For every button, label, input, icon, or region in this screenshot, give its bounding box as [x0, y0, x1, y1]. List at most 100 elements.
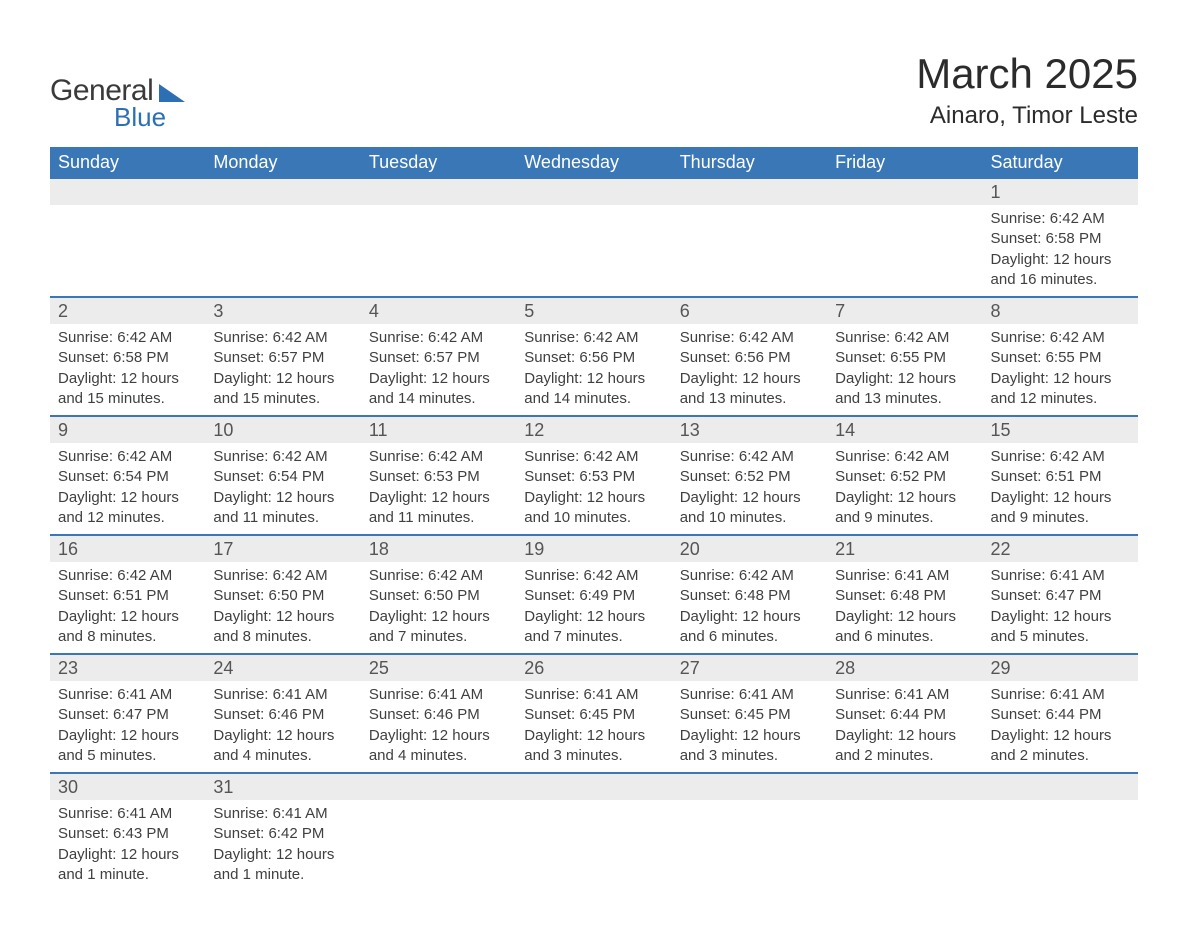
- sunset-label: Sunset:: [369, 349, 420, 366]
- day-detail-cell: Sunrise: 6:42 AMSunset: 6:58 PMDaylight:…: [983, 205, 1138, 297]
- day-number: 12: [524, 420, 544, 440]
- day-number-cell: 6: [672, 297, 827, 324]
- sunrise-line: Sunrise: 6:42 AM: [213, 328, 352, 348]
- daylight-label: Daylight:: [680, 489, 738, 506]
- sunset-label: Sunset:: [835, 468, 886, 485]
- day-detail-cell: Sunrise: 6:41 AMSunset: 6:47 PMDaylight:…: [50, 681, 205, 773]
- daylight-line: Daylight: 12 hours and 7 minutes.: [369, 607, 508, 648]
- sunset-value: 6:53 PM: [424, 468, 480, 485]
- day-detail-cell: Sunrise: 6:42 AMSunset: 6:50 PMDaylight:…: [205, 562, 360, 654]
- sunrise-label: Sunrise:: [991, 686, 1046, 703]
- daylight-line: Daylight: 12 hours and 6 minutes.: [835, 607, 974, 648]
- empty-cell: [361, 800, 516, 891]
- daylight-line: Daylight: 12 hours and 4 minutes.: [369, 726, 508, 767]
- sunset-label: Sunset:: [524, 349, 575, 366]
- sunset-value: 6:51 PM: [113, 587, 169, 604]
- sunrise-label: Sunrise:: [680, 448, 735, 465]
- daylight-label: Daylight:: [369, 608, 427, 625]
- daylight-label: Daylight:: [680, 608, 738, 625]
- sunset-line: Sunset: 6:43 PM: [58, 824, 197, 844]
- day-detail-cell: Sunrise: 6:42 AMSunset: 6:56 PMDaylight:…: [516, 324, 671, 416]
- day-detail-cell: Sunrise: 6:41 AMSunset: 6:45 PMDaylight:…: [516, 681, 671, 773]
- day-number-cell: 3: [205, 297, 360, 324]
- sunset-line: Sunset: 6:48 PM: [835, 586, 974, 606]
- weekday-header: Sunday: [50, 147, 205, 179]
- sunrise-label: Sunrise:: [369, 329, 424, 346]
- brand-logo: General Blue: [50, 74, 185, 133]
- sunrise-line: Sunrise: 6:41 AM: [213, 804, 352, 824]
- sunset-label: Sunset:: [680, 587, 731, 604]
- day-number-cell: 26: [516, 654, 671, 681]
- sunset-value: 6:53 PM: [579, 468, 635, 485]
- month-title: March 2025: [916, 50, 1138, 98]
- day-detail-cell: Sunrise: 6:42 AMSunset: 6:54 PMDaylight:…: [50, 443, 205, 535]
- sunset-line: Sunset: 6:58 PM: [58, 348, 197, 368]
- sunset-line: Sunset: 6:56 PM: [680, 348, 819, 368]
- day-number: 20: [680, 539, 700, 559]
- sunrise-value: 6:41 AM: [894, 567, 949, 584]
- sunset-line: Sunset: 6:52 PM: [835, 467, 974, 487]
- sunrise-line: Sunrise: 6:42 AM: [524, 328, 663, 348]
- sunrise-line: Sunrise: 6:42 AM: [213, 447, 352, 467]
- day-detail-cell: Sunrise: 6:42 AMSunset: 6:55 PMDaylight:…: [983, 324, 1138, 416]
- sunrise-label: Sunrise:: [835, 567, 890, 584]
- sunrise-label: Sunrise:: [680, 329, 735, 346]
- daylight-line: Daylight: 12 hours and 8 minutes.: [58, 607, 197, 648]
- sunrise-value: 6:42 AM: [894, 448, 949, 465]
- sunrise-label: Sunrise:: [524, 567, 579, 584]
- sunset-line: Sunset: 6:46 PM: [369, 705, 508, 725]
- sunrise-label: Sunrise:: [213, 329, 268, 346]
- daylight-label: Daylight:: [369, 727, 427, 744]
- sunrise-line: Sunrise: 6:41 AM: [991, 566, 1130, 586]
- sunrise-label: Sunrise:: [58, 329, 113, 346]
- sunset-label: Sunset:: [991, 468, 1042, 485]
- sunrise-label: Sunrise:: [213, 805, 268, 822]
- sunset-label: Sunset:: [58, 825, 109, 842]
- sunrise-label: Sunrise:: [58, 567, 113, 584]
- sunrise-line: Sunrise: 6:41 AM: [58, 804, 197, 824]
- sunset-line: Sunset: 6:47 PM: [991, 586, 1130, 606]
- sunset-value: 6:50 PM: [424, 587, 480, 604]
- day-number-cell: 30: [50, 773, 205, 800]
- daylight-label: Daylight:: [213, 370, 271, 387]
- empty-cell: [983, 800, 1138, 891]
- sunrise-label: Sunrise:: [524, 448, 579, 465]
- sunrise-line: Sunrise: 6:41 AM: [524, 685, 663, 705]
- empty-cell: [516, 205, 671, 297]
- sunrise-line: Sunrise: 6:42 AM: [524, 447, 663, 467]
- sunset-value: 6:45 PM: [579, 706, 635, 723]
- sunrise-value: 6:42 AM: [273, 448, 328, 465]
- sunrise-value: 6:42 AM: [428, 448, 483, 465]
- day-detail-cell: Sunrise: 6:42 AMSunset: 6:51 PMDaylight:…: [983, 443, 1138, 535]
- sunrise-label: Sunrise:: [991, 448, 1046, 465]
- weekday-header: Saturday: [983, 147, 1138, 179]
- day-number-cell: 23: [50, 654, 205, 681]
- empty-cell: [361, 179, 516, 205]
- day-number-cell: 31: [205, 773, 360, 800]
- sunrise-line: Sunrise: 6:42 AM: [680, 328, 819, 348]
- sunrise-label: Sunrise:: [213, 686, 268, 703]
- day-number-cell: 10: [205, 416, 360, 443]
- day-number-cell: 5: [516, 297, 671, 324]
- sunset-value: 6:45 PM: [735, 706, 791, 723]
- sunset-value: 6:57 PM: [268, 349, 324, 366]
- sunset-value: 6:58 PM: [113, 349, 169, 366]
- daylight-line: Daylight: 12 hours and 10 minutes.: [680, 488, 819, 529]
- daylight-line: Daylight: 12 hours and 4 minutes.: [213, 726, 352, 767]
- sunrise-value: 6:41 AM: [1050, 567, 1105, 584]
- sunset-value: 6:52 PM: [735, 468, 791, 485]
- day-number: 11: [369, 420, 388, 440]
- sunrise-label: Sunrise:: [680, 686, 735, 703]
- daylight-line: Daylight: 12 hours and 7 minutes.: [524, 607, 663, 648]
- daylight-label: Daylight:: [835, 370, 893, 387]
- day-number: 18: [369, 539, 389, 559]
- daylight-line: Daylight: 12 hours and 1 minute.: [58, 845, 197, 886]
- sunrise-value: 6:41 AM: [117, 805, 172, 822]
- day-number: 3: [213, 301, 223, 321]
- sunrise-value: 6:42 AM: [739, 448, 794, 465]
- daylight-label: Daylight:: [213, 608, 271, 625]
- sunset-value: 6:46 PM: [268, 706, 324, 723]
- day-number: 22: [991, 539, 1011, 559]
- sunset-line: Sunset: 6:58 PM: [991, 229, 1130, 249]
- sunrise-label: Sunrise:: [58, 448, 113, 465]
